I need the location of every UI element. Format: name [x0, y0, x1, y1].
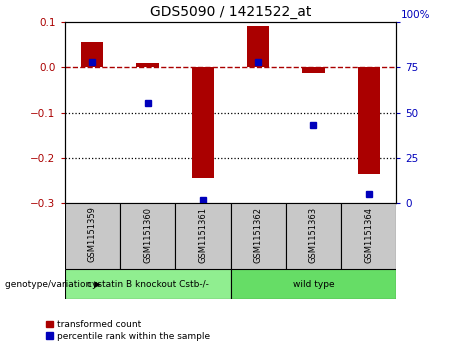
Bar: [341, 203, 396, 269]
Bar: [120, 203, 175, 269]
Text: cystatin B knockout Cstb-/-: cystatin B knockout Cstb-/-: [87, 280, 208, 289]
Bar: [230, 269, 396, 299]
Bar: [192, 67, 214, 178]
Bar: [230, 203, 286, 269]
Bar: [286, 203, 341, 269]
Text: genotype/variation ▶: genotype/variation ▶: [5, 280, 100, 289]
Bar: [81, 42, 103, 67]
Text: wild type: wild type: [293, 280, 334, 289]
Bar: [65, 269, 230, 299]
Text: GSM1151359: GSM1151359: [88, 207, 97, 262]
Text: 100%: 100%: [401, 11, 430, 20]
Text: GSM1151363: GSM1151363: [309, 207, 318, 263]
Text: GSM1151362: GSM1151362: [254, 207, 263, 262]
Bar: [136, 62, 159, 67]
Title: GDS5090 / 1421522_at: GDS5090 / 1421522_at: [150, 5, 311, 19]
Bar: [358, 67, 380, 174]
Text: GSM1151360: GSM1151360: [143, 207, 152, 262]
Text: GSM1151364: GSM1151364: [364, 207, 373, 262]
Text: GSM1151361: GSM1151361: [198, 207, 207, 262]
Legend: transformed count, percentile rank within the sample: transformed count, percentile rank withi…: [46, 320, 210, 340]
Bar: [175, 203, 230, 269]
Bar: [65, 203, 120, 269]
Bar: [247, 26, 269, 67]
Bar: [302, 67, 325, 73]
